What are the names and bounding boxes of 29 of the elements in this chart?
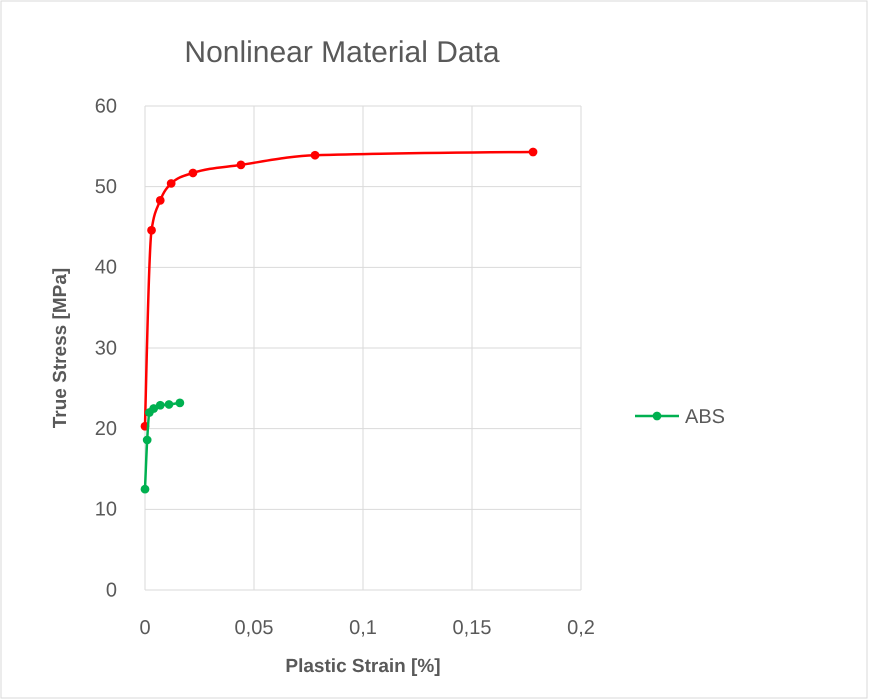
point xyxy=(147,226,156,235)
x-tick-label: 0,1 xyxy=(349,617,377,640)
y-tick-label: 30 xyxy=(94,337,117,360)
y-tick-label: 20 xyxy=(94,418,117,440)
point xyxy=(176,398,184,408)
y-tick-label: 40 xyxy=(94,256,117,279)
y-tick-label: 50 xyxy=(94,176,117,198)
point xyxy=(156,400,165,410)
y-tick-label: 60 xyxy=(94,95,117,118)
point xyxy=(156,196,165,205)
x-tick-label: 0,2 xyxy=(567,617,595,640)
y-tick-label: 10 xyxy=(94,498,117,521)
chart-title: Nonlinear Material Data xyxy=(184,36,500,69)
y-tick-label: 0 xyxy=(106,579,117,602)
point xyxy=(188,168,198,178)
point xyxy=(166,179,176,188)
x-tick-label: 0,15 xyxy=(452,617,492,640)
point xyxy=(164,400,174,409)
y-axis-title: True Stress [MPa] xyxy=(50,268,71,428)
x-tick-label: 0 xyxy=(139,617,151,640)
point xyxy=(140,484,150,494)
point xyxy=(142,436,152,444)
x-axis-title: Plastic Strain [%] xyxy=(285,656,441,677)
x-tick-label: 0,05 xyxy=(234,617,274,640)
point xyxy=(149,404,158,413)
point xyxy=(528,148,538,156)
legend-label: ABS xyxy=(685,406,726,428)
point xyxy=(236,160,246,170)
point xyxy=(310,150,320,160)
